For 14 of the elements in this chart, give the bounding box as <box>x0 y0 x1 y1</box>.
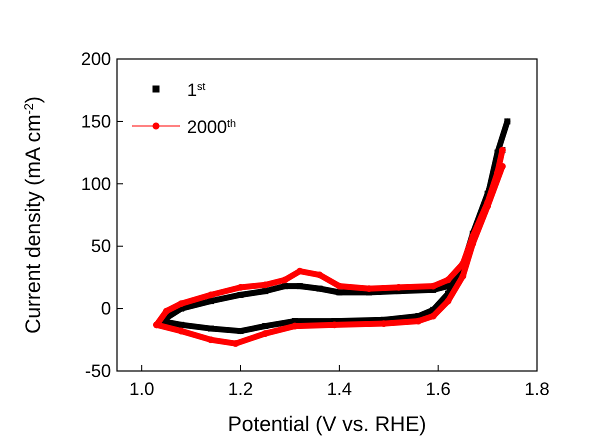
legend-label: 1$^{st}$ <box>187 80 206 100</box>
y-tick-label: 100 <box>80 174 111 194</box>
y-tick-label: 0 <box>100 298 111 319</box>
x-tick-label: 1.4 <box>326 379 352 399</box>
x-axis-title: Potential (V vs. RHE) <box>228 413 426 436</box>
y-tick-label: -50 <box>84 361 111 381</box>
x-tick-label: 1.6 <box>426 379 451 399</box>
x-tick-label: 1.2 <box>228 379 254 399</box>
x-tick-label: 1.0 <box>129 379 154 399</box>
legend-label: 2000$^{th}$ <box>187 117 236 137</box>
y-tick-label: 200 <box>80 49 111 69</box>
y-tick-label: 150 <box>80 111 111 132</box>
x-tick-label: 1.8 <box>524 379 550 399</box>
y-tick-label: 50 <box>90 236 111 256</box>
